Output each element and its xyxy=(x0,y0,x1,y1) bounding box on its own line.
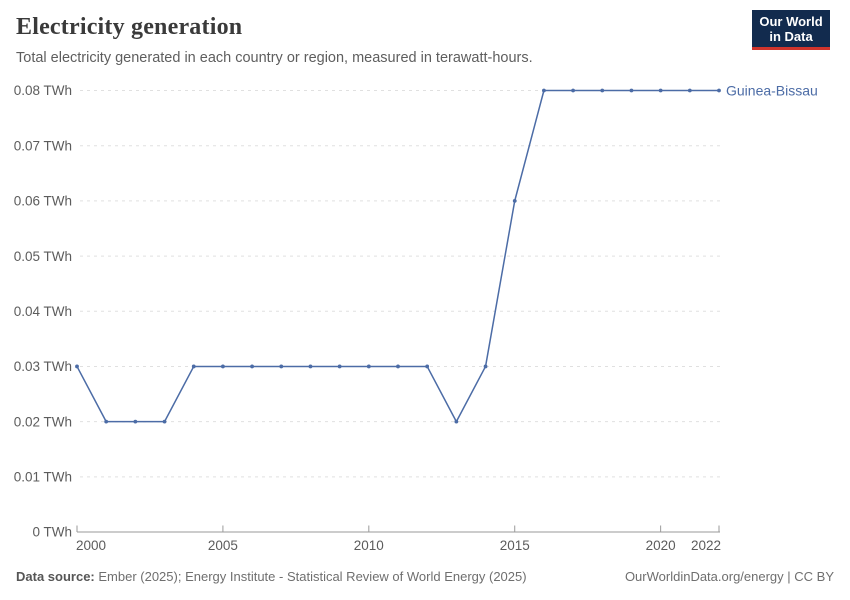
footer-credit[interactable]: OurWorldinData.org/energy | CC BY xyxy=(624,569,834,584)
data-point-marker[interactable] xyxy=(337,364,342,369)
chart-footer: Data source: Ember (2025); Energy Instit… xyxy=(16,569,834,584)
data-source-text: Ember (2025); Energy Institute - Statist… xyxy=(94,569,527,584)
y-axis-tick-label: 0.05 TWh xyxy=(14,249,72,264)
y-axis-tick-label: 0.02 TWh xyxy=(14,414,72,429)
page-title: Electricity generation xyxy=(16,14,243,40)
y-axis-tick-label: 0.01 TWh xyxy=(14,470,72,485)
data-point-marker[interactable] xyxy=(425,364,430,369)
data-point-marker[interactable] xyxy=(191,364,196,369)
data-point-marker[interactable] xyxy=(658,88,663,93)
data-point-marker[interactable] xyxy=(279,364,284,369)
y-axis-tick-label: 0.06 TWh xyxy=(14,194,72,209)
data-point-marker[interactable] xyxy=(221,364,225,369)
chart-header: Electricity generation Total electricity… xyxy=(16,10,834,66)
data-point-marker[interactable] xyxy=(104,419,109,424)
data-point-marker[interactable] xyxy=(396,364,400,369)
data-point-marker[interactable] xyxy=(454,419,459,424)
x-axis-tick-label: 2015 xyxy=(500,538,530,553)
owid-logo[interactable]: Our World in Data xyxy=(752,10,830,50)
x-axis-tick-label: 2010 xyxy=(354,538,384,553)
data-point-marker[interactable] xyxy=(483,364,488,369)
data-point-marker[interactable] xyxy=(542,88,546,93)
data-point-marker[interactable] xyxy=(571,88,575,93)
data-point-marker[interactable] xyxy=(250,364,254,369)
data-point-marker[interactable] xyxy=(75,364,79,369)
y-axis-tick-label: 0.08 TWh xyxy=(14,83,72,98)
x-axis-tick-label: 2022 xyxy=(691,538,721,553)
data-point-marker[interactable] xyxy=(162,419,167,424)
data-point-marker[interactable] xyxy=(600,88,605,93)
y-axis-tick-label: 0.04 TWh xyxy=(14,304,72,319)
data-point-marker[interactable] xyxy=(512,198,517,203)
data-point-marker[interactable] xyxy=(629,88,634,93)
data-point-marker[interactable] xyxy=(133,419,138,424)
y-axis-tick-label: 0 TWh xyxy=(32,525,72,540)
series-end-label[interactable]: Guinea-Bissau xyxy=(726,82,818,98)
x-axis-tick-label: 2020 xyxy=(646,538,676,553)
data-point-marker[interactable] xyxy=(308,364,313,369)
x-axis-tick-label: 2005 xyxy=(208,538,238,553)
page-subtitle: Total electricity generated in each coun… xyxy=(16,50,533,66)
data-point-marker[interactable] xyxy=(717,88,721,93)
data-point-marker[interactable] xyxy=(366,364,371,369)
y-axis-tick-label: 0.07 TWh xyxy=(14,138,72,153)
y-axis-tick-label: 0.03 TWh xyxy=(14,359,72,374)
logo-line-2: in Data xyxy=(769,28,813,44)
x-axis-tick-label: 2000 xyxy=(76,538,106,553)
data-source-label: Data source: xyxy=(16,569,95,584)
data-point-marker[interactable] xyxy=(687,88,692,93)
logo-line-1: Our World xyxy=(759,13,823,29)
data-source: Data source: Ember (2025); Energy Instit… xyxy=(16,569,527,584)
